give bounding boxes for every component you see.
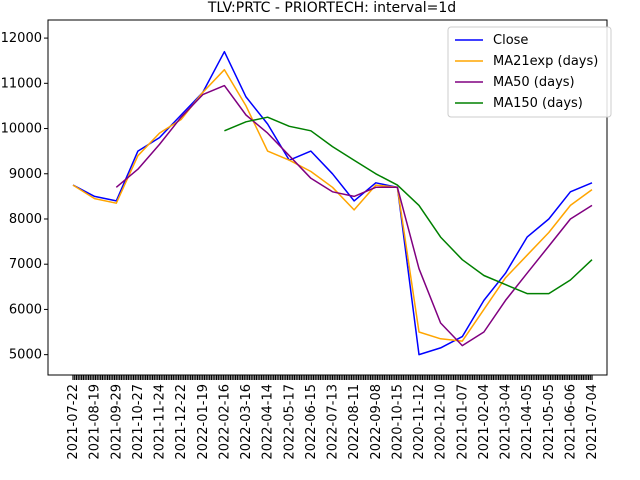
series-line-ma50-days bbox=[115, 84, 593, 347]
series-line-ma150-days bbox=[224, 116, 593, 295]
series-line-close bbox=[72, 50, 593, 356]
x-tick-label: 2022-08-11 bbox=[347, 384, 362, 460]
plot-area bbox=[72, 50, 593, 356]
x-tick-label: 2022-02-16 bbox=[217, 384, 232, 460]
x-tick-label: 2021-09-29 bbox=[109, 384, 124, 460]
x-tick-label: 2021-12-22 bbox=[174, 384, 189, 460]
x-tick-label: 2021-07-04 bbox=[585, 384, 600, 460]
x-tick-label: 2022-05-17 bbox=[282, 384, 297, 460]
x-tick-label: 2021-04-05 bbox=[520, 384, 535, 460]
y-tick-label: 6000 bbox=[9, 302, 42, 317]
y-tick-label: 12000 bbox=[1, 31, 42, 46]
x-tick-label: 2021-05-05 bbox=[542, 384, 557, 460]
x-tick-label: 2021-07-22 bbox=[66, 384, 81, 460]
chart-title: TLV:PRTC - PRIORTECH: interval=1d bbox=[207, 0, 456, 16]
x-tick-label: 2020-11-12 bbox=[412, 384, 427, 460]
legend-box bbox=[447, 26, 612, 118]
x-tick-label: 2021-11-24 bbox=[153, 384, 168, 460]
x-tick-label: 2022-06-15 bbox=[304, 384, 319, 460]
x-tick-label: 2022-04-14 bbox=[261, 384, 276, 460]
y-tick-label: 8000 bbox=[9, 212, 42, 227]
x-tick-label: 2020-12-10 bbox=[434, 384, 449, 460]
x-tick-label: 2021-08-19 bbox=[88, 384, 103, 460]
x-tick-label: 2021-02-04 bbox=[477, 384, 492, 460]
x-tick-label: 2022-09-08 bbox=[369, 384, 384, 460]
legend-label-ma21exp-days: MA21exp (days) bbox=[493, 54, 598, 69]
x-tick-label: 2021-01-07 bbox=[455, 384, 470, 460]
x-tick-label: 2021-06-06 bbox=[563, 384, 578, 460]
x-tick-label: 2021-03-04 bbox=[499, 384, 514, 460]
legend-label-close: Close bbox=[493, 33, 528, 48]
series-line-ma21exp-days bbox=[72, 68, 593, 342]
y-tick-label: 10000 bbox=[1, 122, 42, 137]
x-axis: 2021-07-22 2021-08-19 2021-09-29 2021-10-27… bbox=[66, 375, 600, 460]
y-axis: 5000 6000 7000 8000 9000 10000 11000 12000 bbox=[1, 31, 48, 363]
y-tick-label: 7000 bbox=[9, 257, 42, 272]
y-tick-label: 9000 bbox=[9, 167, 42, 182]
x-tick-label: 2020-10-15 bbox=[390, 384, 405, 460]
y-tick-label: 5000 bbox=[9, 348, 42, 363]
x-tick-label: 2022-07-13 bbox=[326, 384, 341, 460]
x-tick-label: 2022-01-19 bbox=[196, 384, 211, 460]
legend: Close MA21exp (days) MA50 (days) MA150 (day… bbox=[447, 26, 612, 118]
legend-label-ma50-days: MA50 (days) bbox=[493, 75, 575, 90]
x-tick-label: 2022-03-16 bbox=[239, 384, 254, 460]
x-tick-label: 2021-10-27 bbox=[131, 384, 146, 460]
legend-label-ma150-days: MA150 (days) bbox=[493, 96, 583, 111]
y-tick-label: 11000 bbox=[1, 76, 42, 91]
